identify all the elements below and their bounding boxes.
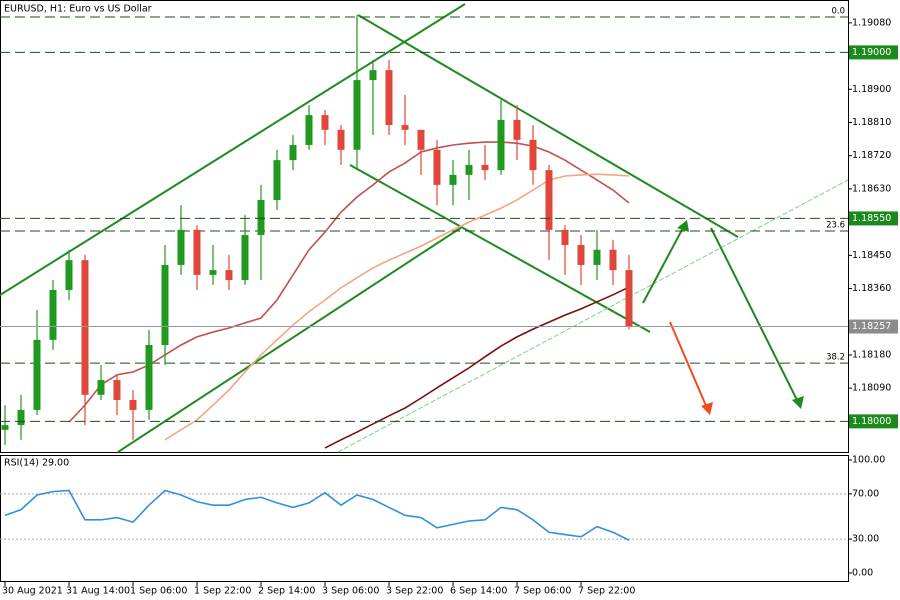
candle-body: [177, 229, 185, 265]
main-frame: [0, 0, 849, 453]
candle-body: [449, 174, 457, 185]
candle-body: [289, 145, 297, 161]
x-tick-label: 1 Sep 22:00: [194, 586, 251, 597]
candle-body: [497, 119, 505, 171]
y-tick-label: 1.18720: [852, 150, 891, 161]
x-tick-label: 3 Sep 06:00: [322, 586, 379, 597]
y-tick-label: 1.18090: [852, 383, 891, 394]
trend-line: [0, 3, 466, 296]
price-level-label: 1.18000: [852, 416, 891, 427]
y-tick-label: 1.18630: [852, 183, 891, 194]
candle-body: [209, 270, 217, 275]
rsi-line: [4, 489, 630, 541]
price-level-label: 1.19000: [852, 47, 891, 58]
candle-body: [593, 249, 601, 265]
x-tick-label: 1 Sep 06:00: [130, 586, 187, 597]
y-tick-label: 100.00: [852, 454, 885, 465]
x-tick-label: 7 Sep 06:00: [514, 586, 571, 597]
y-tick-label: 1.18810: [852, 117, 891, 128]
candle-body: [49, 290, 57, 340]
candle-body: [33, 339, 41, 410]
price-level-box: [849, 414, 898, 429]
arrow-head: [701, 402, 713, 415]
x-tick-label: 6 Sep 14:00: [450, 586, 507, 597]
arrow: [669, 321, 708, 409]
price-level-label: 1.18257: [852, 321, 891, 332]
y-tick-label: 70.00: [852, 488, 879, 499]
y-tick-label: 0.00: [852, 567, 873, 578]
x-tick-label: 2 Sep 14:00: [258, 586, 315, 597]
arrow: [710, 227, 799, 403]
x-tick-label: 31 Aug 14:00: [66, 586, 130, 597]
trend-line: [337, 179, 849, 453]
x-tick-label: 30 Aug 2021: [2, 586, 63, 597]
candle-body: [257, 199, 265, 236]
x-tick-label: 7 Sep 22:00: [578, 586, 635, 597]
price-level-label: 1.18550: [852, 213, 891, 224]
arrow-head: [792, 396, 804, 409]
candle-body: [401, 125, 409, 130]
candle-body: [385, 70, 393, 126]
candle-body: [113, 380, 121, 400]
x-tick-label: 3 Sep 22:00: [386, 586, 443, 597]
y-tick-label: 1.19080: [852, 17, 891, 28]
candle-body: [1, 425, 9, 430]
candle-body: [513, 119, 521, 140]
candle-body: [417, 129, 425, 150]
trend-line: [349, 164, 651, 333]
candle-body: [193, 229, 201, 275]
price-level-box: [849, 45, 898, 60]
candle-body: [17, 409, 25, 426]
candle-body: [65, 260, 73, 291]
y-tick-label: 1.18180: [852, 349, 891, 360]
candle-body: [481, 164, 489, 171]
candle-body: [529, 139, 537, 171]
price-level-box: [849, 211, 898, 226]
drawings: [0, 3, 849, 453]
candle-body: [305, 115, 313, 146]
candle-body: [369, 70, 377, 81]
fib-label: 38.2: [826, 353, 845, 363]
y-tick-label: 1.18900: [852, 84, 891, 95]
candle-body: [353, 80, 361, 150]
candle-body: [577, 245, 585, 265]
moving-average: [324, 286, 630, 449]
candle-body: [545, 170, 553, 230]
candle-body: [433, 149, 441, 185]
candle-body: [97, 380, 105, 395]
candle-body: [129, 399, 137, 410]
arrow: [642, 225, 685, 304]
fib-label: 23.6: [826, 220, 845, 230]
arrow-head: [677, 220, 689, 232]
candle-body: [225, 270, 233, 281]
candle-body: [625, 270, 633, 327]
candle-body: [321, 115, 329, 130]
candle-body: [241, 235, 249, 281]
price-level-box: [849, 319, 898, 334]
candle-body: [561, 229, 569, 246]
y-tick-label: 1.18360: [852, 283, 891, 294]
chart-title: EURUSD, H1: Euro vs US Dollar: [4, 4, 152, 15]
fib-label: 0.0: [831, 6, 845, 16]
candle-body: [161, 264, 169, 345]
candle-body: [145, 344, 153, 410]
candle-body: [465, 164, 473, 175]
rsi-title: RSI(14) 29.00: [4, 458, 69, 469]
candle-body: [609, 249, 617, 271]
candle-body: [273, 160, 281, 200]
rsi-frame: [0, 455, 849, 582]
trend-line: [117, 226, 463, 453]
candle-body: [81, 260, 89, 395]
y-tick-label: 30.00: [852, 534, 879, 545]
y-tick-label: 1.18450: [852, 250, 891, 261]
candle-body: [337, 129, 345, 150]
